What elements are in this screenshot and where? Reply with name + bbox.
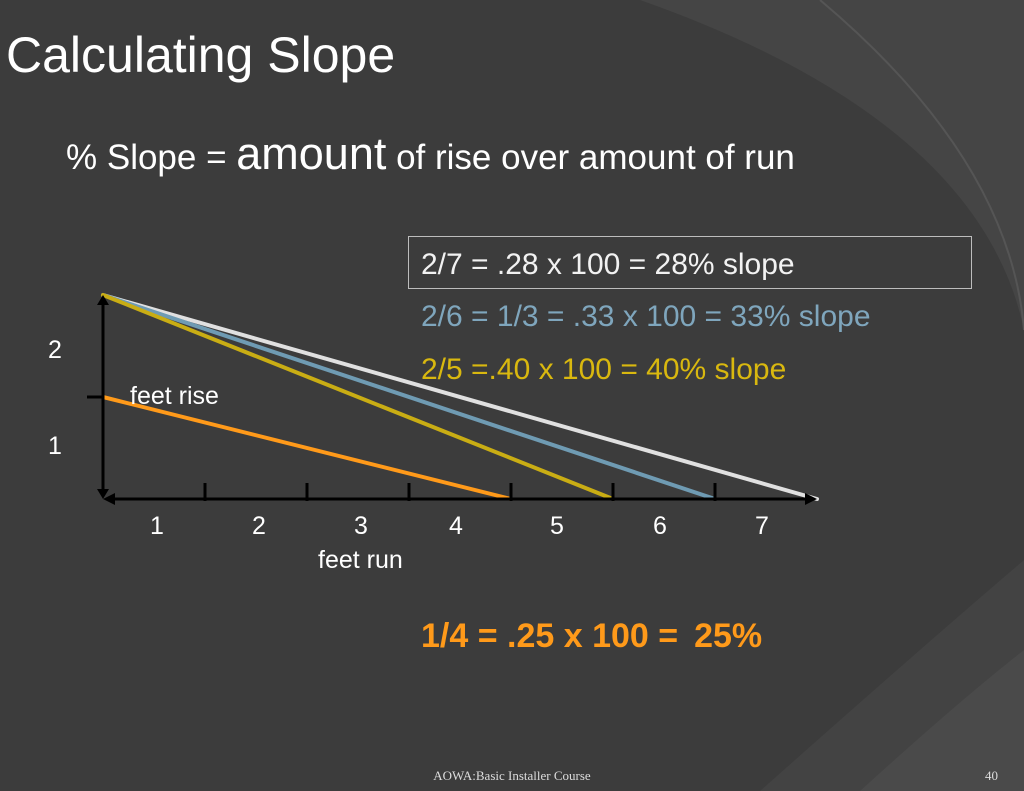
x-tick-label-5: 5	[550, 512, 564, 540]
y-tick-label-1: 1	[48, 432, 62, 460]
x-tick-label-7: 7	[755, 512, 769, 540]
slide-title: Calculating Slope	[6, 27, 396, 83]
equation-2-6: 2/6 = 1/3 = .33 x 100 = 33% slope	[421, 300, 871, 333]
rise-label: feet rise	[130, 382, 219, 410]
x-tick-label-4: 4	[449, 512, 463, 540]
definition-suffix: of rise over amount of run	[386, 138, 795, 177]
rise-axis-arrow-bottom	[97, 489, 109, 499]
y-tick-label-2: 2	[48, 336, 62, 364]
definition-prefix: % Slope =	[66, 138, 237, 177]
run-axis-arrow-right	[805, 493, 817, 505]
slope-line-rise-2-run-6	[101, 293, 717, 501]
footer-course-name: AOWA:Basic Installer Course	[433, 768, 591, 783]
diagram-axes	[87, 295, 817, 505]
example-result: 1/4 = .25 x 100 = 25%	[421, 617, 762, 656]
slope-lines	[101, 293, 819, 501]
run-label: feet run	[318, 546, 403, 574]
x-tick-label-1: 1	[150, 512, 164, 540]
slope-line-rise-2-run-7	[101, 293, 819, 501]
result-value: 25%	[694, 617, 763, 655]
equation-2-7: 2/7 = .28 x 100 = 28% slope	[421, 248, 795, 281]
slope-line-rise-2-run-5	[101, 293, 615, 501]
x-tick-label-6: 6	[653, 512, 667, 540]
page-number: 40	[985, 768, 998, 783]
definition-emphasis: amount	[236, 128, 387, 179]
equation-2-5: 2/5 =.40 x 100 = 40% slope	[421, 353, 787, 386]
x-tick-label-2: 2	[252, 512, 266, 540]
slope-definition: % Slope = amount of rise over amount of …	[66, 128, 795, 180]
run-axis-arrow-left	[103, 493, 115, 505]
equation-box	[408, 236, 972, 289]
slope-line-rise-1-run-4	[101, 395, 513, 501]
x-tick-label-3: 3	[354, 512, 368, 540]
result-expression: 1/4 = .25 x 100 =	[421, 617, 679, 655]
rise-axis-arrow-top	[97, 295, 109, 305]
